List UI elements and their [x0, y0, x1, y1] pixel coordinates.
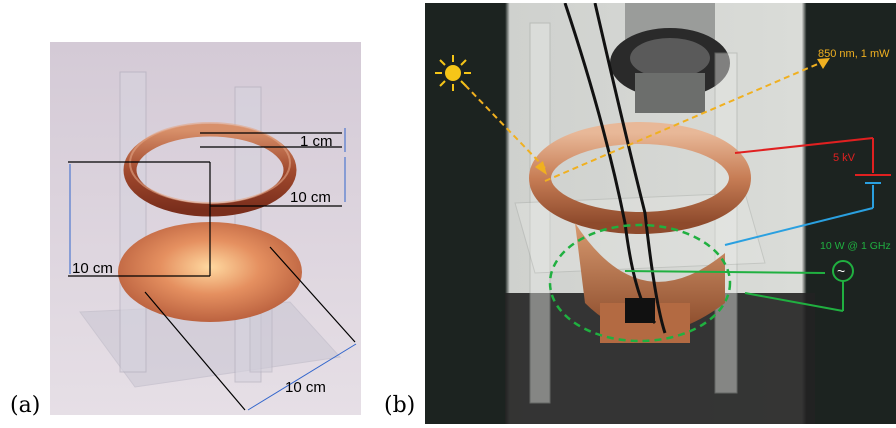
ring-diameter-label: 10 cm	[290, 189, 331, 206]
base-width-label: 10 cm	[285, 379, 326, 396]
panel-a-label: (a)	[10, 393, 41, 418]
ring-thickness-label: 1 cm	[300, 133, 333, 150]
panel-b-label: (b)	[384, 393, 416, 418]
voltage-label: 5 kV	[833, 152, 856, 164]
photo-coil-setup: 1 cm 10 cm 10 cm 10 cm	[50, 42, 361, 415]
ac-symbol: ~	[837, 263, 845, 279]
photo-experiment-setup: 850 nm, 1 mW 5 kV ~ 10 W @ 1 GHz	[425, 3, 896, 424]
rf-source-label: 10 W @ 1 GHz	[820, 240, 891, 252]
ac-source-icon	[832, 260, 854, 282]
height-label: 10 cm	[72, 260, 113, 277]
laser-label: 850 nm, 1 mW	[818, 48, 890, 60]
